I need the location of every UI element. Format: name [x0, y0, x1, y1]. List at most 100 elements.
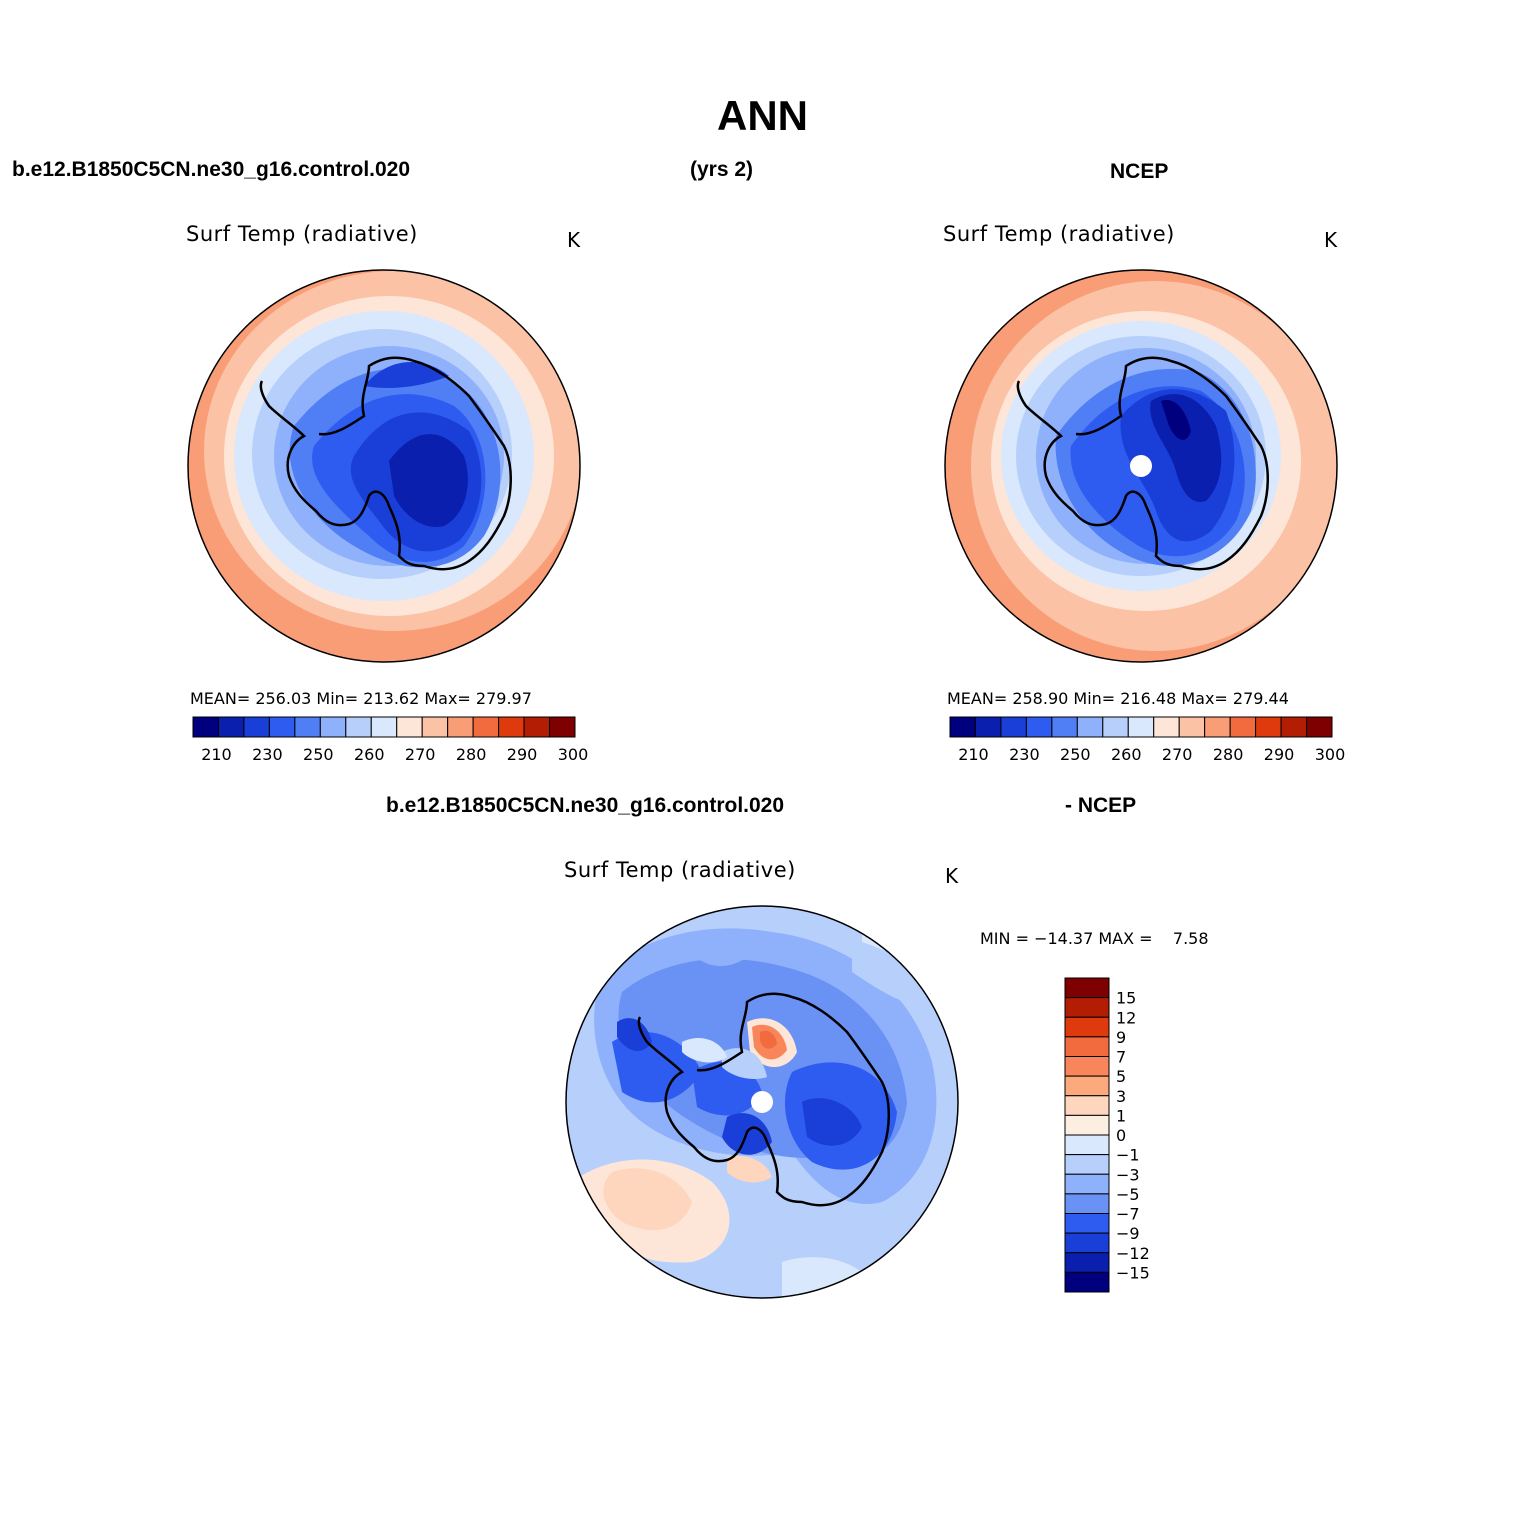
- colorbar-tick-label: 3: [1116, 1087, 1126, 1106]
- diff-coastline: [637, 992, 890, 1207]
- colorbar-tick-label: −3: [1116, 1165, 1140, 1184]
- colorbar-tick-label: 9: [1116, 1028, 1126, 1047]
- colorbar-swatch: [1064, 1036, 1110, 1057]
- colorbar-swatch: [1064, 1173, 1110, 1195]
- obs-polar-map: [944, 269, 1338, 663]
- colorbar-tick-label: 270: [1162, 745, 1193, 764]
- colorbar-tick-label: 12: [1116, 1008, 1136, 1027]
- colorbar-swatch: [498, 716, 525, 738]
- colorbar-swatch: [472, 716, 500, 738]
- colorbar-tick-label: 210: [201, 745, 232, 764]
- colorbar-tick-label: 290: [1264, 745, 1295, 764]
- colorbar-swatch: [1064, 1252, 1110, 1273]
- colorbar-swatch: [345, 716, 372, 738]
- colorbar-tick-label: 230: [252, 745, 283, 764]
- model-units: K: [567, 228, 581, 252]
- model-colorbar: 210 230 250 260 270 280 290 300: [192, 716, 588, 764]
- colorbar-swatch: [319, 716, 347, 738]
- colorbar-tick-label: 270: [405, 745, 436, 764]
- colorbar-tick-label: 260: [1111, 745, 1142, 764]
- colorbar-swatch: [1255, 716, 1282, 738]
- colorbar-tick-label: 250: [303, 745, 334, 764]
- colorbar-swatch: [1153, 716, 1180, 738]
- colorbar-tick-label: −12: [1116, 1244, 1150, 1263]
- colorbar-swatch: [1064, 1232, 1110, 1254]
- obs-units: K: [1324, 228, 1338, 252]
- case-name: b.e12.B1850C5CN.ne30_g16.control.020: [12, 158, 411, 181]
- colorbar-swatch: [1229, 716, 1257, 738]
- obs-colorbar: 210 230 250 260 270 280 290 300: [949, 716, 1345, 764]
- colorbar-swatch: [1064, 1154, 1110, 1175]
- colorbar-swatch: [1025, 716, 1053, 738]
- colorbar-tick-label: −15: [1116, 1263, 1150, 1282]
- colorbar-tick-label: 7: [1116, 1048, 1126, 1067]
- colorbar-tick-label: 1: [1116, 1106, 1126, 1125]
- colorbar-swatch: [1064, 1056, 1110, 1077]
- colorbar-tick-label: −7: [1116, 1205, 1140, 1224]
- model-polar-map: [187, 269, 581, 663]
- obs-coastline: [1016, 356, 1269, 571]
- obs-variable-title: Surf Temp (radiative): [943, 222, 1175, 246]
- obs-map-border: [944, 269, 1338, 663]
- colorbar-swatch: [1064, 977, 1110, 999]
- colorbar-tick-label: 210: [958, 745, 989, 764]
- colorbar-swatch: [1064, 997, 1110, 1018]
- diff-polar-map: [565, 905, 959, 1299]
- colorbar-swatch: [1064, 1271, 1110, 1293]
- colorbar-tick-label: 230: [1009, 745, 1040, 764]
- colorbar-swatch: [421, 716, 449, 738]
- colorbar-swatch: [949, 716, 976, 738]
- colorbar-swatch: [549, 716, 576, 738]
- diff-map-border: [565, 905, 959, 1299]
- colorbar-swatch: [1280, 716, 1308, 738]
- model-coastline: [259, 356, 512, 571]
- colorbar-swatch: [370, 716, 398, 738]
- colorbar-tick-label: 280: [1213, 745, 1244, 764]
- model-stats: MEAN= 256.03 Min= 213.62 Max= 279.97: [190, 689, 532, 708]
- colorbar-swatch: [1127, 716, 1155, 738]
- colorbar-swatch: [1306, 716, 1333, 738]
- colorbar-swatch: [1076, 716, 1104, 738]
- colorbar-swatch: [1102, 716, 1129, 738]
- colorbar-swatch: [396, 716, 423, 738]
- obs-name: NCEP: [1110, 160, 1169, 183]
- obs-stats: MEAN= 258.90 Min= 216.48 Max= 279.44: [947, 689, 1289, 708]
- colorbar-swatch: [1204, 716, 1231, 738]
- colorbar-tick-label: −5: [1116, 1185, 1140, 1204]
- colorbar-tick-label: 300: [558, 745, 589, 764]
- colorbar-tick-label: 280: [456, 745, 487, 764]
- colorbar-swatch: [1000, 716, 1027, 738]
- colorbar-swatch: [1064, 1134, 1110, 1156]
- colorbar-swatch: [1064, 1095, 1110, 1116]
- colorbar-swatch: [268, 716, 296, 738]
- colorbar-tick-label: 250: [1060, 745, 1091, 764]
- colorbar-swatch: [243, 716, 270, 738]
- diff-stats: MIN = −14.37 MAX = 7.58: [980, 929, 1209, 948]
- diff-pole-hole: [751, 1091, 773, 1113]
- diff-obs-name: - NCEP: [1065, 794, 1137, 817]
- colorbar-tick-label: 260: [354, 745, 385, 764]
- colorbar-swatch: [294, 716, 321, 738]
- colorbar-tick-label: 15: [1116, 989, 1136, 1008]
- colorbar-swatch: [1064, 1016, 1110, 1038]
- obs-pole-hole: [1130, 455, 1152, 477]
- colorbar-swatch: [1064, 1213, 1110, 1234]
- years-label: (yrs 2): [690, 158, 754, 181]
- colorbar-swatch: [192, 716, 219, 738]
- colorbar-swatch: [1064, 1114, 1110, 1136]
- colorbar-tick-label: −1: [1116, 1146, 1140, 1165]
- figure-title: ANN: [717, 92, 808, 139]
- colorbar-tick-label: −9: [1116, 1224, 1140, 1243]
- colorbar-tick-label: 300: [1315, 745, 1346, 764]
- colorbar-swatch: [217, 716, 245, 738]
- colorbar-tick-label: 0: [1116, 1126, 1126, 1145]
- diff-units: K: [945, 864, 959, 888]
- colorbar-swatch: [1051, 716, 1078, 738]
- colorbar-tick-label: 5: [1116, 1067, 1126, 1086]
- colorbar-swatch: [1064, 1075, 1110, 1097]
- model-variable-title: Surf Temp (radiative): [186, 222, 418, 246]
- colorbar-swatch: [523, 716, 551, 738]
- colorbar-swatch: [974, 716, 1002, 738]
- colorbar-swatch: [1064, 1193, 1110, 1214]
